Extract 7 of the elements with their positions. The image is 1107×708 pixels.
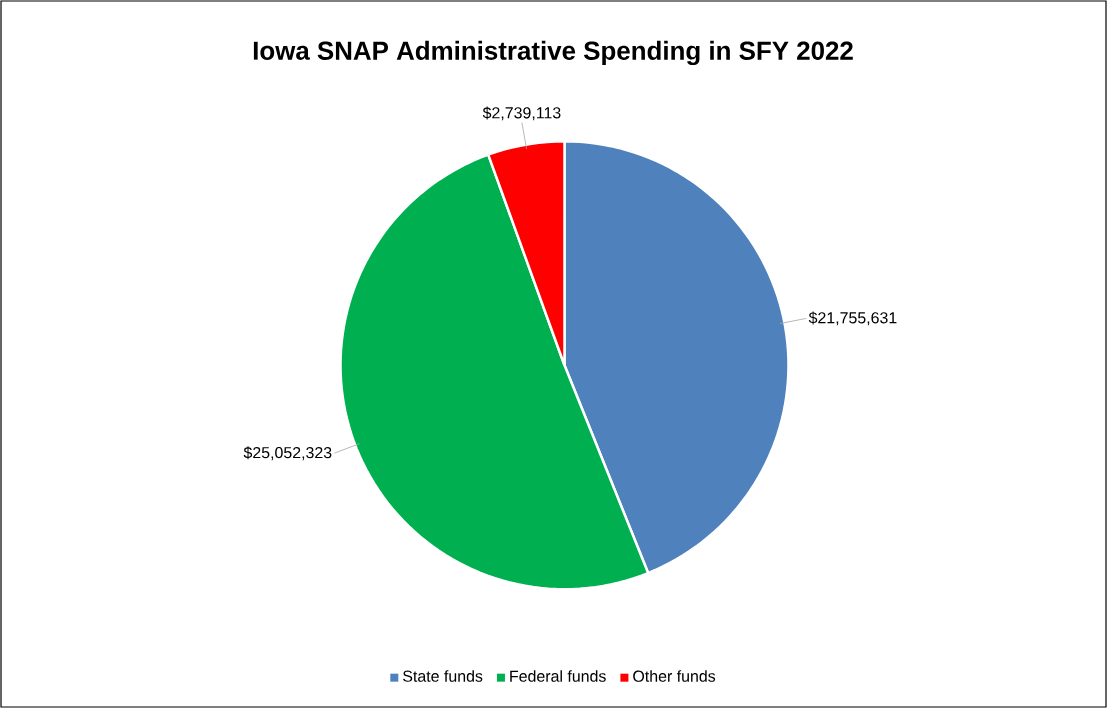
chart-title: Iowa SNAP Administrative Spending in SFY 2022 [253,40,853,66]
data-label: $2,739,113 [482,106,561,121]
legend-label: State funds [403,670,483,682]
legend-label: Other funds [633,670,716,682]
data-label: $25,052,323 [243,446,332,461]
legend-label: Federal funds [510,670,606,682]
data-label: $21,755,631 [808,311,897,326]
